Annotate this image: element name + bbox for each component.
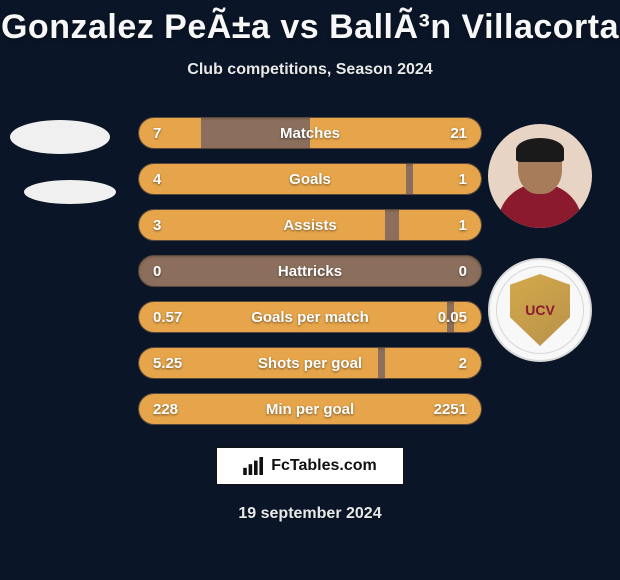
stat-label: Assists [193,217,427,234]
stat-value-left: 7 [153,125,193,142]
stat-label: Min per goal [193,401,427,418]
player-left-avatar-placeholder-2 [24,180,116,204]
generated-date: 19 september 2024 [0,505,620,523]
stat-value-left: 3 [153,217,193,234]
subtitle: Club competitions, Season 2024 [0,61,620,79]
stat-value-right: 1 [427,171,467,188]
stat-label: Matches [193,125,427,142]
source-logo: FcTables.com [216,447,404,485]
stat-row: 228Min per goal2251 [138,393,482,425]
source-logo-text: FcTables.com [271,457,377,475]
stat-label: Shots per goal [193,355,427,372]
stat-value-right: 0 [427,263,467,280]
badge-shield-text: UCV [510,274,570,346]
stat-value-right: 1 [427,217,467,234]
page-title: Gonzalez PeÃ±a vs BallÃ³n Villacorta [0,0,620,47]
stat-value-right: 2 [427,355,467,372]
stat-value-left: 5.25 [153,355,193,372]
stat-value-left: 4 [153,171,193,188]
player-left-avatar-placeholder-1 [10,120,110,154]
stat-label: Goals [193,171,427,188]
stat-value-left: 0.57 [153,309,193,326]
stat-row: 0.57Goals per match0.05 [138,301,482,333]
stat-value-left: 0 [153,263,193,280]
stat-label: Hattricks [193,263,427,280]
stat-row: 7Matches21 [138,117,482,149]
stat-value-left: 228 [153,401,193,418]
stat-row: 3Assists1 [138,209,482,241]
stat-row: 0Hattricks0 [138,255,482,287]
stat-value-right: 2251 [427,401,467,418]
stat-label: Goals per match [193,309,427,326]
stat-value-right: 0.05 [427,309,467,326]
player-right-club-badge: UCV [488,258,592,362]
stat-row: 5.25Shots per goal2 [138,347,482,379]
stat-row: 4Goals1 [138,163,482,195]
stat-value-right: 21 [427,125,467,142]
player-right-avatar [488,124,592,228]
bar-chart-icon [243,457,265,475]
